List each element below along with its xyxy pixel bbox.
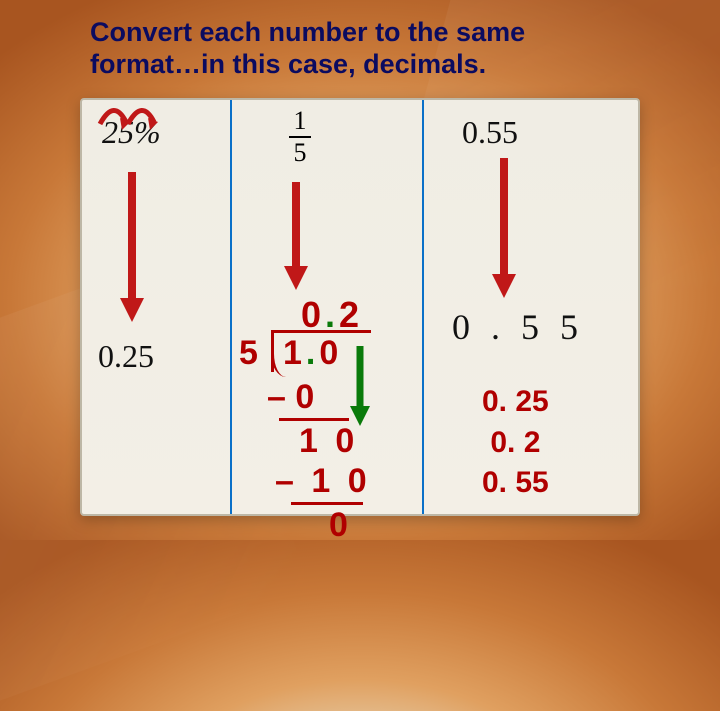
summary-item: 0. 25 [482, 382, 549, 423]
slide-title: Convert each number to the same format…i… [90, 16, 630, 81]
remainder: 0 [329, 508, 348, 544]
decimal-echo: 0 . 5 5 [452, 306, 584, 348]
quotient-dot: . [325, 294, 339, 335]
divisor: 5 [239, 336, 258, 372]
bring-down-arrow-icon [350, 346, 370, 426]
percent-result: 0.25 [98, 338, 154, 375]
arrow-down-icon [284, 182, 308, 290]
strike-arc-icon [92, 94, 162, 134]
bring-down: 1 0 [299, 424, 358, 460]
fraction-numerator: 1 [280, 108, 320, 134]
underline-1 [279, 418, 349, 421]
quotient-int: 0 [301, 294, 325, 335]
subtract-step-1: – 0 [267, 380, 314, 416]
subtract-step-2: – 1 0 [275, 464, 371, 500]
dividend: 1.0 [283, 336, 342, 372]
summary-list: 0. 25 0. 2 0. 55 [482, 382, 549, 504]
arrow-down-icon [120, 172, 144, 322]
decimal-value: 0.55 [462, 114, 518, 151]
fraction-denominator: 5 [280, 140, 320, 166]
quotient-frac: 2 [339, 294, 363, 335]
summary-item: 0. 2 [482, 423, 549, 464]
underline-2 [291, 502, 363, 505]
quotient: 0.2 [301, 296, 363, 334]
divider-1 [230, 100, 232, 514]
summary-item: 0. 55 [482, 463, 549, 504]
fraction-value: 1 5 [280, 108, 320, 166]
divider-2 [422, 100, 424, 514]
arrow-down-icon [492, 158, 516, 298]
content-panel: 25% 1 5 0.55 0.25 0.2 5 1.0 – 0 [80, 98, 640, 516]
